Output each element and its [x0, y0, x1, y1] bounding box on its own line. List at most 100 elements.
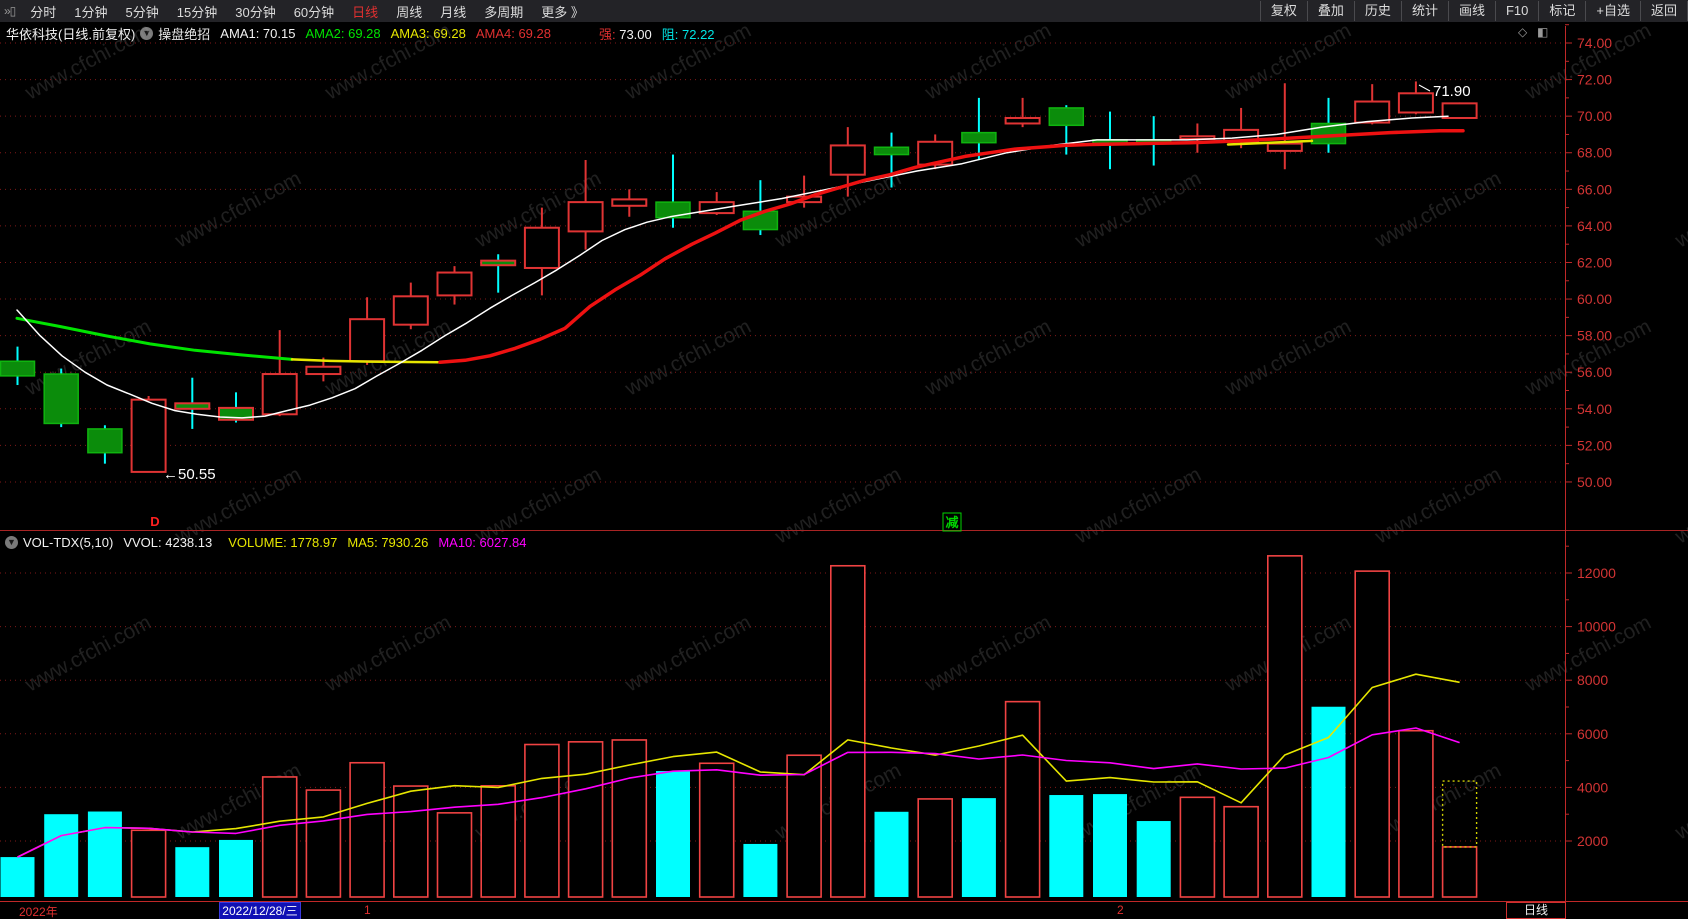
price-tick-label: 62.00: [1577, 254, 1612, 270]
volume-bars-group[interactable]: [0, 555, 1478, 898]
tab-0[interactable]: 分时: [30, 4, 57, 20]
watermark-text: www.cfchi.com: [921, 611, 1055, 697]
ama3-yellow-line-right: [1226, 139, 1314, 146]
volume-bar-28: [1223, 805, 1259, 898]
watermark-text: www.cfchi.com: [321, 315, 455, 401]
split-window-icon[interactable]: ◧: [1537, 25, 1549, 39]
volume-bar-25: [1093, 794, 1127, 897]
watermark-text: www.cfchi.com: [921, 19, 1055, 105]
toolbar-button-5[interactable]: F10: [1494, 1, 1538, 21]
candle-body-0: [0, 360, 36, 377]
candle-body-5: [218, 406, 254, 421]
volume-tick-label: 8000: [1577, 672, 1608, 688]
toolbar-buttons: 复权 叠加 历史 统计 画线 F10 标记 +自选 返回: [1259, 0, 1688, 22]
period-tabs: 分时 1分钟 5分钟 15分钟 30分钟 60分钟 日线 周线 月线 多周期 更多 》: [21, 2, 593, 21]
vol-ma10-line: [17, 727, 1460, 858]
watermark-text: www.cfchi.com: [1371, 167, 1505, 253]
volume-bar-14: [611, 739, 648, 898]
candle-body-2: [87, 428, 123, 454]
toolbar-button-7[interactable]: +自选: [1585, 1, 1640, 21]
watermark-text: www.cfchi.com: [621, 315, 755, 401]
indicator-infobar: 华依科技(日线.前复权) ▼ 操盘绝招 AMA1: 70.15 AMA2: 69…: [0, 22, 1688, 44]
volume-bar-10: [436, 812, 473, 898]
volume-bar-13: [567, 741, 604, 898]
diamond-icon[interactable]: ◇: [1518, 25, 1528, 39]
volume-bar-5: [219, 839, 253, 897]
candle-body-23: [1004, 116, 1041, 125]
candles-group[interactable]: [0, 81, 1478, 473]
volume-bar-8: [349, 761, 385, 898]
tab-5[interactable]: 60分钟: [293, 4, 335, 20]
price-tick-label: 64.00: [1577, 218, 1612, 234]
watermark-text: www.cfchi.com: [921, 315, 1055, 401]
volume-bar-22: [961, 798, 996, 897]
time-axis-bar: 2022年 2022/12/28/三 1 2 日线: [0, 902, 1688, 919]
volume-bar-24: [1049, 795, 1084, 897]
panel-collapse-icon[interactable]: »▯: [4, 4, 16, 18]
selected-date-chip[interactable]: 2022/12/28/三: [219, 902, 301, 919]
volume-bar-0: [0, 857, 35, 897]
candle-body-1: [43, 373, 79, 425]
watermark-text: www.cfchi.com: [771, 167, 905, 253]
chevron-down-icon[interactable]: ▼: [140, 26, 154, 40]
tab-9[interactable]: 多周期: [484, 4, 524, 20]
candle-body-29: [1266, 142, 1303, 152]
volume-header: ▼ VOL-TDX(5,10) VVOL: 4238.13 VOLUME: 17…: [0, 533, 527, 551]
candle-body-6: [261, 373, 298, 416]
volume-bar-20: [874, 811, 909, 897]
tab-3[interactable]: 15分钟: [176, 4, 218, 20]
candle-body-3: [130, 398, 167, 473]
watermark-text: www.cfchi.com: [621, 611, 755, 697]
toolbar-button-2[interactable]: 历史: [1353, 1, 1401, 21]
volume-bar-3: [130, 829, 167, 898]
volume-bar-4: [175, 847, 210, 897]
period-badge[interactable]: 日线: [1506, 902, 1566, 919]
price-tick-label: 68.00: [1577, 145, 1612, 161]
vvol-forecast-box: [1441, 780, 1478, 848]
volume-tick-label: 2000: [1577, 833, 1608, 849]
month-marker-2: 2: [1117, 903, 1124, 917]
tab-10[interactable]: 更多 》: [541, 4, 584, 20]
tab-6[interactable]: 日线: [352, 4, 379, 20]
tab-8[interactable]: 月线: [440, 4, 467, 20]
price-tick-label: 66.00: [1577, 181, 1612, 197]
candle-body-33: [1441, 102, 1478, 119]
price-tick-label: 70.00: [1577, 108, 1612, 124]
tab-7[interactable]: 周线: [396, 4, 423, 20]
volume-bar-12: [524, 743, 560, 898]
toolbar-button-6[interactable]: 标记: [1538, 1, 1585, 21]
price-tick-label: 74.00: [1577, 35, 1612, 51]
candle-body-12: [523, 226, 560, 269]
volume-tick-label: 10000: [1577, 619, 1616, 635]
indicator-name[interactable]: 操盘绝招: [158, 26, 211, 42]
toolbar-button-3[interactable]: 统计: [1400, 1, 1448, 21]
watermark-text: www.cfchi.com: [1671, 463, 1688, 549]
candle-body-13: [567, 201, 604, 233]
candle-body-8: [349, 318, 386, 363]
toolbar-button-1[interactable]: 叠加: [1306, 1, 1354, 21]
tab-4[interactable]: 30分钟: [235, 4, 276, 20]
tab-2[interactable]: 5分钟: [125, 4, 159, 20]
watermark-text: www.cfchi.com: [21, 315, 155, 401]
ama3-value: AMA3: 69.28: [390, 25, 466, 41]
ama4-value: AMA4: 69.28: [475, 25, 551, 41]
toolbar-button-8[interactable]: 返回: [1639, 1, 1688, 21]
watermark-text: www.cfchi.com: [1221, 19, 1355, 105]
ama2-value: AMA2: 69.28: [305, 25, 381, 41]
month-marker-1: 1: [364, 903, 371, 917]
vol-ma5-value: MA5: 7930.26: [347, 534, 429, 550]
price-tick-label: 56.00: [1577, 364, 1612, 380]
candle-body-31: [1354, 100, 1391, 124]
vol-indicator-name[interactable]: VOL-TDX(5,10): [23, 534, 114, 550]
volume-bar-7: [305, 789, 342, 898]
volume-bar-32: [1398, 729, 1434, 898]
chevron-down-icon[interactable]: ▼: [5, 535, 18, 549]
tab-1[interactable]: 1分钟: [74, 4, 108, 20]
price-tick-label: 58.00: [1577, 328, 1612, 344]
ama1-value: AMA1: 70.15: [220, 25, 296, 41]
candle-body-14: [611, 198, 648, 207]
toolbar-button-4[interactable]: 画线: [1447, 1, 1495, 21]
watermark-text: www.cfchi.com: [1371, 463, 1505, 549]
toolbar-button-0[interactable]: 复权: [1259, 1, 1307, 21]
